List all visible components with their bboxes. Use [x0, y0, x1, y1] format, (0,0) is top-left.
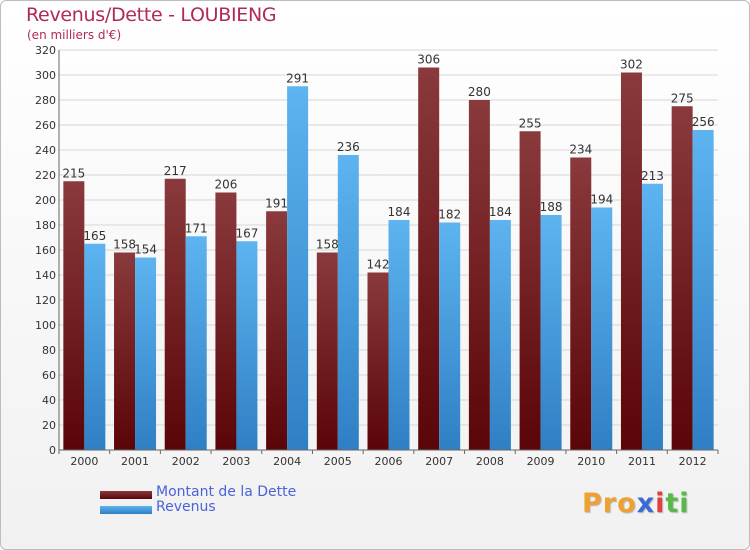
x-tick-label: 2003	[222, 455, 250, 468]
y-tick-label: 220	[35, 169, 56, 182]
y-tick-label: 60	[42, 369, 56, 382]
proxiti-logo: Proxiti	[582, 488, 690, 519]
bar-revenus	[135, 257, 157, 450]
data-label-dette: 217	[164, 164, 187, 178]
data-label-revenus: 236	[337, 140, 360, 154]
x-tick-label: 2009	[527, 455, 555, 468]
data-label-revenus: 167	[235, 226, 258, 240]
chart-subtitle: (en milliers d'€)	[27, 28, 122, 42]
x-tick-label: 2005	[324, 455, 352, 468]
data-label-dette: 206	[214, 178, 237, 192]
bar-revenus	[540, 215, 562, 450]
x-tick-label: 2006	[375, 455, 403, 468]
bar-dette	[114, 252, 136, 450]
data-label-dette: 275	[671, 91, 694, 105]
data-label-dette: 142	[367, 258, 390, 272]
y-tick-label: 280	[35, 94, 56, 107]
y-tick-label: 40	[42, 394, 56, 407]
bar-revenus	[641, 183, 663, 450]
data-label-revenus: 165	[83, 229, 106, 243]
bar-revenus	[287, 86, 309, 450]
x-tick-label: 2011	[628, 455, 656, 468]
bar-revenus	[84, 243, 106, 450]
legend-label-dette: Montant de la Dette	[156, 484, 297, 500]
data-label-revenus: 213	[641, 169, 664, 183]
y-tick-label: 0	[49, 444, 56, 457]
bar-revenus	[236, 241, 258, 450]
y-tick-label: 260	[35, 119, 56, 132]
y-tick-label: 100	[35, 319, 56, 332]
x-tick-label: 2000	[70, 455, 98, 468]
x-tick-label: 2004	[273, 455, 301, 468]
bar-dette	[418, 67, 440, 450]
bar-dette	[570, 157, 592, 450]
y-tick-label: 160	[35, 244, 56, 257]
x-tick-label: 2010	[577, 455, 605, 468]
x-tick-label: 2012	[679, 455, 707, 468]
bar-revenus	[489, 220, 511, 450]
data-label-dette: 280	[468, 85, 491, 99]
data-label-revenus: 256	[692, 115, 715, 129]
x-tick-label: 2001	[121, 455, 149, 468]
legend-label-revenus: Revenus	[156, 499, 216, 515]
legend-swatch-dette	[100, 491, 152, 499]
data-label-dette: 158	[316, 238, 339, 252]
bar-dette	[671, 106, 693, 450]
bar-dette	[316, 252, 338, 450]
y-tick-label: 300	[35, 69, 56, 82]
y-tick-label: 140	[35, 269, 56, 282]
bar-dette	[164, 178, 186, 450]
y-tick-label: 120	[35, 294, 56, 307]
y-tick-label: 180	[35, 219, 56, 232]
bar-dette	[266, 211, 288, 450]
y-tick-label: 240	[35, 144, 56, 157]
bar-dette	[620, 72, 642, 450]
bar-revenus	[185, 236, 207, 450]
data-label-revenus: 154	[134, 243, 157, 257]
x-tick-label: 2002	[172, 455, 200, 468]
bar-dette	[367, 272, 389, 450]
data-label-revenus: 182	[438, 208, 461, 222]
bar-revenus	[591, 207, 613, 450]
data-label-revenus: 194	[590, 193, 613, 207]
data-label-dette: 215	[62, 166, 85, 180]
chart-title: Revenus/Dette - LOUBIENG	[26, 4, 277, 26]
data-label-dette: 234	[569, 143, 592, 157]
y-tick-label: 320	[35, 44, 56, 57]
bar-revenus	[388, 220, 410, 450]
data-label-revenus: 184	[388, 205, 411, 219]
bar-dette	[215, 192, 237, 450]
bar-revenus	[692, 130, 714, 450]
y-tick-label: 200	[35, 194, 56, 207]
data-label-dette: 306	[417, 53, 440, 67]
x-tick-label: 2007	[425, 455, 453, 468]
x-tick-label: 2008	[476, 455, 504, 468]
data-label-revenus: 188	[540, 200, 563, 214]
data-label-dette: 255	[519, 116, 542, 130]
data-label-revenus: 184	[489, 205, 512, 219]
data-label-revenus: 171	[185, 221, 208, 235]
y-tick-label: 20	[42, 419, 56, 432]
bar-revenus	[439, 222, 461, 450]
bar-revenus	[337, 155, 359, 450]
data-label-revenus: 291	[286, 71, 309, 85]
data-label-dette: 158	[113, 238, 136, 252]
bar-dette	[519, 131, 541, 450]
y-tick-label: 80	[42, 344, 56, 357]
data-label-dette: 191	[265, 196, 288, 210]
legend-swatch-revenus	[100, 506, 152, 514]
bar-dette	[63, 181, 85, 450]
bar-dette	[468, 100, 490, 450]
data-label-dette: 302	[620, 58, 643, 72]
